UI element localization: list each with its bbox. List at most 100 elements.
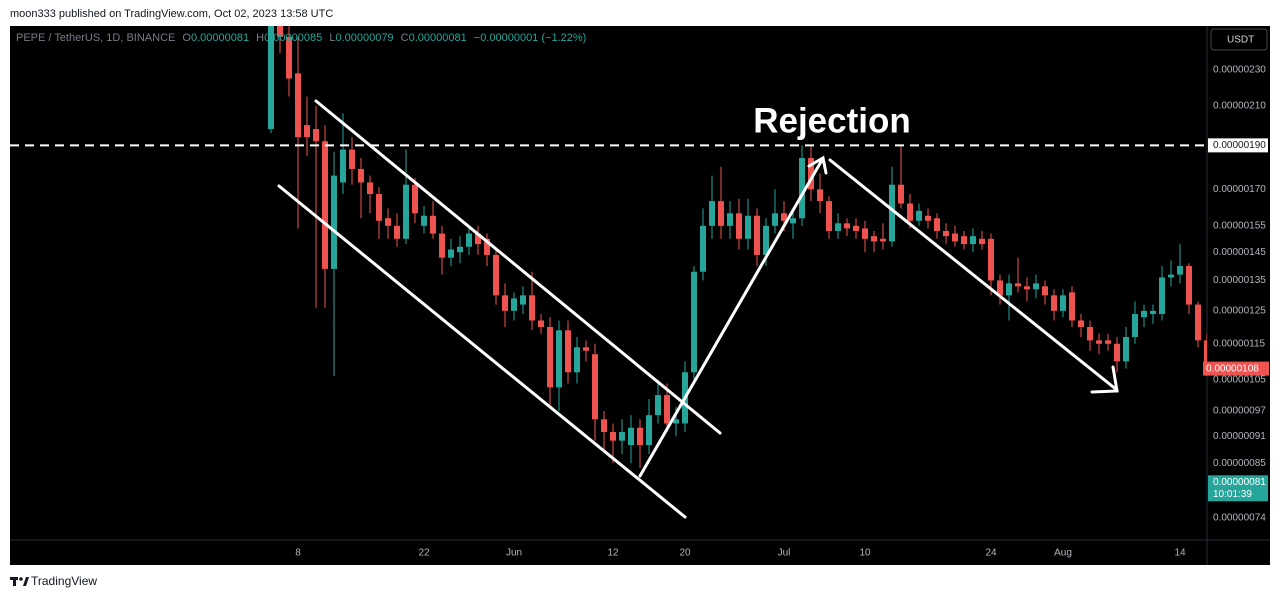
legend-change: −0.00000001 (−1.22%) (474, 32, 587, 44)
candle-body (835, 223, 841, 231)
candle-body (853, 225, 859, 231)
candle-body (295, 73, 301, 138)
candle-body (421, 215, 427, 226)
candle-body (565, 330, 571, 373)
y-tick-label: 0.00000105 (1213, 374, 1266, 385)
last-price-tag (1203, 361, 1269, 376)
legend-value: 0.00000081 (191, 32, 249, 44)
candle-body (916, 210, 922, 221)
candle-body (1042, 286, 1048, 296)
candle-body (340, 149, 346, 183)
y-tick-label: 0.00000085 (1213, 458, 1266, 469)
candle-body (997, 280, 1003, 296)
y-tick-label: 0.00000170 (1213, 184, 1266, 195)
candle-body (943, 230, 949, 237)
candle-body (331, 175, 337, 269)
x-tick-label: Jul (778, 548, 791, 559)
candle-body (529, 295, 535, 321)
candle-body (727, 213, 733, 226)
candle-body (358, 168, 364, 183)
candle-body (907, 203, 913, 221)
logo-shape (19, 577, 23, 581)
legend-key: C (401, 32, 409, 44)
candle-body (349, 149, 355, 169)
candle-body (601, 419, 607, 432)
candle-body (277, 26, 283, 37)
logo-shape (13, 577, 16, 586)
channel-lower-line (277, 184, 687, 519)
candle-body (871, 236, 877, 242)
legend-key: O (182, 32, 191, 44)
candle-body (403, 184, 409, 239)
legend-key: H (256, 32, 264, 44)
x-tick-label: 14 (1174, 548, 1186, 559)
candle-body (322, 141, 328, 269)
publish-header: moon333 published on TradingView.com, Oc… (10, 8, 333, 20)
candle-body (961, 236, 967, 245)
y-tick-label: 0.00000210 (1213, 100, 1266, 111)
candle-body (646, 415, 652, 446)
candle-body (511, 298, 517, 311)
candle-body (979, 238, 985, 245)
candle-body (772, 213, 778, 226)
candle-body (736, 213, 742, 239)
candle-body (664, 395, 670, 424)
candle-body (790, 218, 796, 224)
y-tick-label: 0.00000230 (1213, 65, 1266, 76)
legend: PEPE / TetherUS, 1D, BINANCE O0.00000081… (16, 32, 586, 44)
candle-body (628, 427, 634, 446)
candle-body (1096, 340, 1102, 344)
candle-body (466, 233, 472, 247)
candle-body (1006, 283, 1012, 296)
candle-body (709, 201, 715, 226)
candle-body (394, 225, 400, 239)
candle-body (691, 271, 697, 373)
currency-button[interactable] (1210, 28, 1268, 51)
x-tick-label: 8 (295, 548, 301, 559)
decline-arrowhead (1090, 365, 1119, 394)
candle-body (952, 233, 958, 242)
candle-body (1168, 274, 1174, 278)
candle-body (1186, 266, 1192, 305)
candle-body (475, 233, 481, 245)
candle-body (493, 254, 499, 296)
candle-body (817, 189, 823, 202)
candle-body (808, 158, 814, 190)
candle-body (1132, 314, 1138, 337)
candle-body (1141, 310, 1147, 318)
candle-body (376, 194, 382, 221)
candle-body (268, 26, 274, 130)
y-tick-label: 0.00000135 (1213, 275, 1266, 286)
breakout-arrowhead (807, 155, 828, 175)
candle-body (1078, 320, 1084, 327)
candle-body (826, 201, 832, 231)
candle-body (592, 354, 598, 420)
annotation: Rejection (753, 101, 911, 140)
breakout-arrow (638, 158, 824, 478)
y-tick-label: 0.00000074 (1213, 513, 1266, 524)
candle-body (502, 295, 508, 311)
candle-body (1015, 283, 1021, 287)
candle-body (448, 249, 454, 258)
x-tick-label: 22 (418, 548, 430, 559)
candle-body (718, 201, 724, 226)
symbol-title: PEPE / TetherUS, 1D, BINANCE (16, 32, 175, 44)
candle-body (925, 215, 931, 221)
countdown-label: 10:01:39 (1213, 489, 1252, 500)
x-tick-label: 12 (607, 548, 619, 559)
x-tick-label: Aug (1054, 548, 1072, 559)
candle-body (1087, 326, 1093, 341)
candle-body (673, 419, 679, 424)
last-price-label: 0.00000108 (1206, 363, 1259, 374)
candle-body (574, 347, 580, 373)
legend-value: 0.00000081 (409, 32, 467, 44)
candle-body (934, 218, 940, 231)
candle-body (655, 395, 661, 416)
candle-body (313, 129, 319, 142)
candle-body (637, 427, 643, 446)
candle-body (619, 431, 625, 441)
y-tick-label: 0.00000097 (1213, 406, 1266, 417)
candle-body (1114, 343, 1120, 362)
candle-body (1150, 310, 1156, 315)
